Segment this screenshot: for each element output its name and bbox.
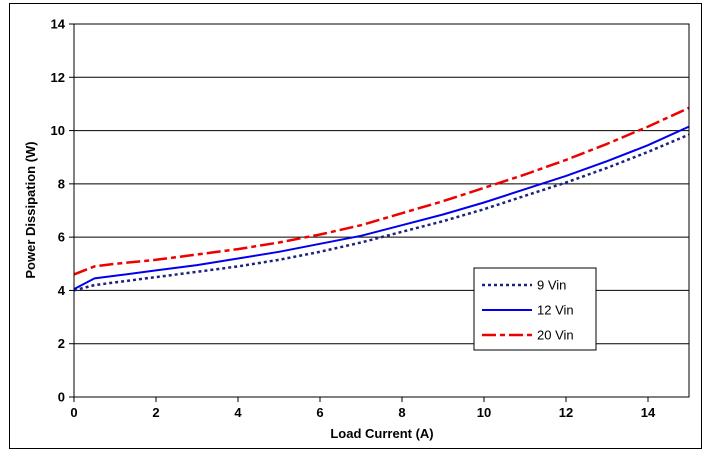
- y-tick-label: 8: [58, 176, 65, 191]
- x-axis-title: Load Current (A): [330, 426, 433, 441]
- legend-label-20-vin: 20 Vin: [537, 328, 574, 343]
- x-tick-label: 14: [641, 405, 656, 420]
- x-tick-label: 6: [316, 405, 323, 420]
- tick-layer: 0 2 4 6 8 10 12 14 0 2 4 6 8 10 12 14: [51, 17, 656, 421]
- y-tick-label: 4: [58, 283, 66, 298]
- series-layer: [73, 106, 690, 292]
- legend: 9 Vin 12 Vin 20 Vin: [473, 267, 597, 351]
- y-axis-title: Power Dissipation (W): [23, 141, 38, 278]
- y-tick-label: 12: [51, 70, 65, 85]
- plot-border: [73, 23, 690, 398]
- x-tick-label: 2: [152, 405, 159, 420]
- x-tick-label: 8: [398, 405, 405, 420]
- y-tick-label: 14: [51, 17, 66, 32]
- y-tick-label: 6: [58, 230, 65, 245]
- x-tick-label: 10: [477, 405, 491, 420]
- legend-label-9-vin: 9 Vin: [537, 278, 566, 293]
- y-tick-label: 10: [51, 123, 65, 138]
- x-tick-label: 0: [70, 405, 77, 420]
- y-tick-label: 2: [58, 336, 65, 351]
- x-tick-label: 4: [234, 405, 242, 420]
- plot-area: [74, 24, 689, 397]
- series-line-20-vin: [73, 106, 690, 276]
- series-line-12-vin: [73, 125, 690, 290]
- y-tick-label: 0: [58, 390, 65, 405]
- legend-label-12-vin: 12 Vin: [537, 303, 574, 318]
- x-tick-label: 12: [559, 405, 573, 420]
